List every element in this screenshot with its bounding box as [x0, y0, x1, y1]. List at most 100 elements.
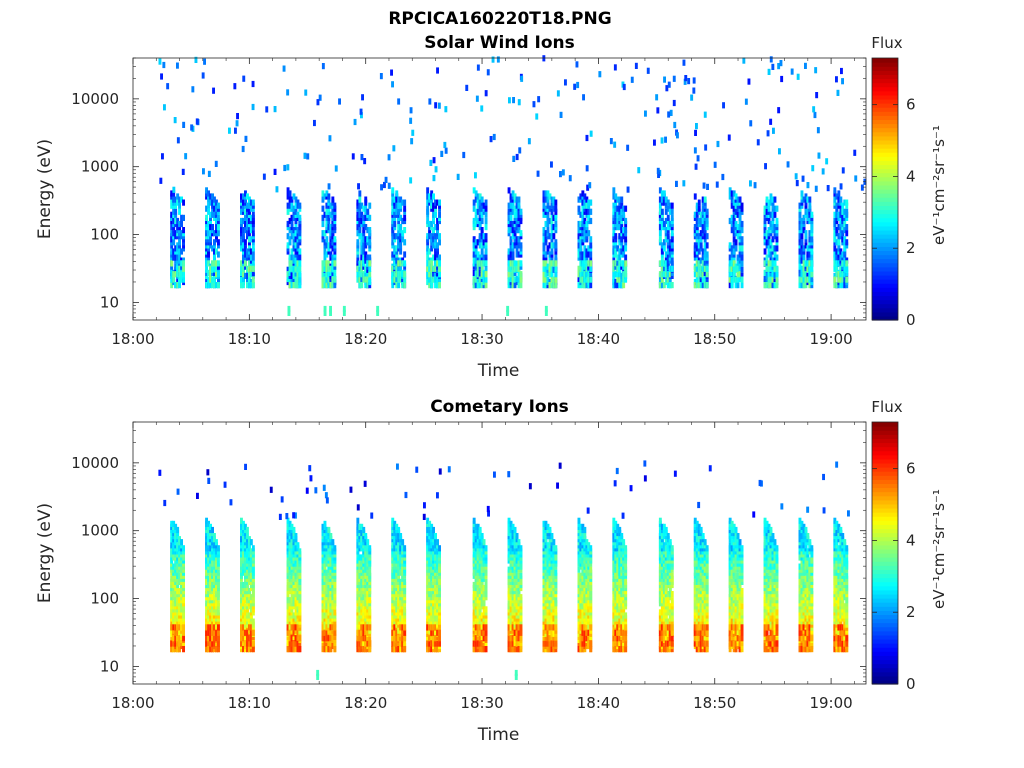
- spectrogram-cell: [180, 539, 183, 546]
- spectrogram-cell: [837, 276, 841, 283]
- spectrogram-cell: [246, 542, 249, 549]
- spectrogram-cell: [577, 275, 581, 283]
- spectrogram-cell: [290, 272, 294, 279]
- spectrogram-cell: [331, 282, 335, 289]
- spectrogram-cell: [323, 276, 327, 283]
- spectrogram-cell: [622, 205, 626, 212]
- spectrogram-cell: [215, 539, 218, 546]
- spectrogram-cell: [839, 265, 843, 272]
- spectrogram-cell: [800, 276, 804, 283]
- colorbar-tick-label: 2: [906, 239, 916, 257]
- spectrogram-cell: [286, 242, 290, 249]
- spectrogram-cell: [333, 260, 337, 267]
- spectrogram-cell: [213, 572, 216, 579]
- spectrogram-cell: [174, 542, 178, 549]
- spectrogram-cell: [740, 254, 744, 261]
- spectrogram-cell: [581, 202, 585, 209]
- spectrogram-cell: [656, 167, 660, 174]
- spectrogram-cell: [215, 629, 218, 636]
- spectrogram-cell: [246, 220, 249, 228]
- spectrogram-cell: [732, 276, 736, 283]
- spectrogram-cell: [292, 282, 296, 289]
- spectrogram-cell: [244, 245, 247, 252]
- spectrogram-cell: [159, 177, 163, 184]
- spectrogram-cell: [298, 202, 302, 209]
- spectrogram-cell: [767, 245, 771, 252]
- spectrogram-cell: [290, 224, 294, 231]
- spectrogram-cell: [362, 227, 366, 234]
- spectrogram-cell: [474, 271, 478, 278]
- spectrogram-cell: [581, 199, 585, 206]
- spectrogram-cell: [699, 220, 703, 228]
- spectrogram-cell: [428, 282, 432, 289]
- spectrogram-cell: [767, 205, 771, 212]
- spectrogram-cell: [217, 271, 220, 278]
- spectrogram-cell: [806, 272, 810, 279]
- spectrogram-cell: [211, 624, 214, 631]
- spectrogram-cell: [327, 202, 331, 209]
- spectrogram-cell: [581, 220, 585, 228]
- spectrogram-cell: [426, 271, 430, 278]
- spectrogram-cell: [286, 624, 290, 631]
- spectrogram-cell: [835, 265, 839, 272]
- spectrogram-cell: [579, 265, 583, 272]
- spectrogram-cell: [181, 168, 185, 175]
- spectrogram-cell: [583, 282, 587, 289]
- spectrogram-cell: [294, 533, 298, 540]
- spectrogram-cell: [170, 224, 174, 231]
- spectrogram-cell: [730, 214, 734, 221]
- spectrogram-cell: [209, 236, 212, 243]
- spectrogram-cell: [397, 266, 401, 273]
- spectrogram-cell: [482, 239, 486, 246]
- spectrogram-cell: [176, 640, 180, 647]
- spectrogram-cell: [176, 629, 180, 636]
- spectrogram-cell: [589, 242, 593, 249]
- spectrogram-cell: [511, 282, 515, 289]
- spectrogram-cell: [622, 245, 626, 252]
- spectrogram-cell: [660, 265, 664, 272]
- spectrogram-cell: [248, 276, 251, 283]
- spectrogram-cell: [480, 196, 484, 203]
- spectrogram-cell: [327, 242, 331, 249]
- spectrogram-cell: [397, 260, 401, 267]
- spectrogram-cell: [362, 214, 366, 221]
- spectrogram-cell: [294, 265, 298, 272]
- spectrogram-cell: [244, 629, 247, 636]
- spectrogram-cell: [205, 230, 208, 237]
- spectrogram-cell: [839, 271, 843, 278]
- spectrogram-cell: [732, 271, 736, 278]
- spectrogram-cell: [242, 254, 245, 261]
- spectrogram-cell: [795, 180, 799, 187]
- spectrogram-cell: [727, 134, 731, 141]
- spectrogram-cell: [695, 123, 698, 130]
- spectrogram-cell: [843, 245, 847, 252]
- spectrogram-cell: [854, 175, 858, 182]
- spectrogram-cell: [249, 205, 253, 212]
- spectrogram-cell: [296, 211, 300, 218]
- spectrogram-cell: [833, 224, 837, 231]
- spectrogram-cell: [207, 635, 210, 642]
- spectrogram-cell: [664, 196, 668, 203]
- spectrogram-cell: [672, 99, 676, 107]
- spectrogram-cell: [182, 276, 185, 283]
- spectrogram-cell: [178, 220, 181, 228]
- spectrogram-cell: [304, 89, 308, 96]
- spectrogram-cell: [511, 196, 515, 203]
- spectrogram-cell: [620, 282, 624, 289]
- spectrogram-cell: [476, 260, 480, 267]
- spectrogram-cell: [209, 563, 212, 570]
- spectrogram-cell: [207, 575, 210, 582]
- spectrogram-cell: [542, 242, 546, 249]
- spectrogram-cell: [215, 635, 218, 642]
- spectrogram-cell: [207, 220, 210, 228]
- spectrogram-cell: [775, 217, 779, 225]
- spectrogram-cell: [364, 251, 368, 258]
- spectrogram-cell: [178, 597, 181, 604]
- spectrogram-cell: [517, 282, 521, 289]
- colorbar-tick-label: 6: [906, 96, 916, 114]
- spectrogram-cell: [251, 572, 255, 579]
- spectrogram-cell: [333, 646, 337, 653]
- spectrogram-cell: [577, 265, 581, 272]
- spectrogram-cell: [182, 271, 185, 278]
- spectrogram-cell: [515, 202, 519, 209]
